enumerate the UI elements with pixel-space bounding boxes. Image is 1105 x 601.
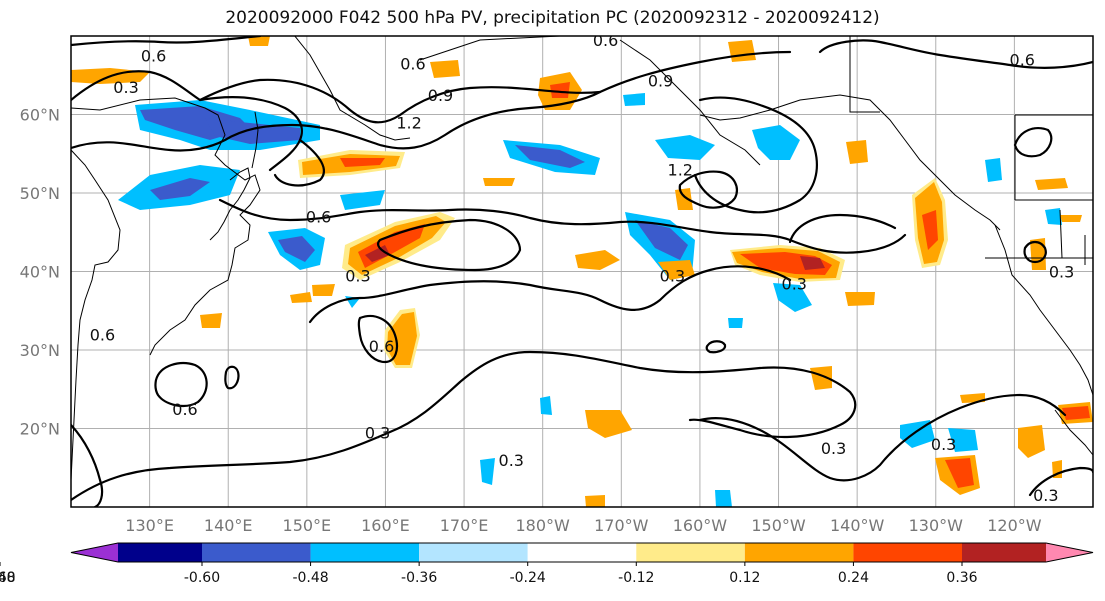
colorbar-tick-label: -0.48 bbox=[292, 570, 328, 586]
lat-tick-label: 50°N bbox=[20, 184, 60, 203]
plot-frame bbox=[70, 35, 1094, 508]
longitude-labels: 130°E 140°E 150°E 160°E 170°E 180°W 170°W 160°W… bbox=[125, 516, 1041, 535]
lon-tick-label: 160°E bbox=[361, 516, 410, 535]
lon-tick-label: 180°W bbox=[516, 516, 571, 535]
contour-label: 0.6 bbox=[1010, 51, 1035, 70]
colorbar-arrow-max bbox=[1046, 543, 1093, 562]
lon-tick-label: 150°W bbox=[751, 516, 806, 535]
colorbar-segment bbox=[419, 543, 528, 562]
colorbar-tick-label: -0.24 bbox=[510, 570, 546, 586]
contour-label: 0.3 bbox=[499, 451, 524, 470]
contour-label: 0.9 bbox=[428, 86, 453, 105]
lat-tick-label: 20°N bbox=[20, 420, 60, 439]
colorbar-segment bbox=[118, 543, 202, 562]
colorbar-tick-label: -0.60 bbox=[184, 570, 220, 586]
contour-label: 0.6 bbox=[369, 337, 394, 356]
shade-blob-warm-160e-32n bbox=[384, 308, 420, 368]
contour-label: 0.9 bbox=[648, 72, 673, 91]
shade-blob-warm-west-coast bbox=[912, 178, 948, 268]
contour-label: 0.3 bbox=[1049, 263, 1074, 282]
lat-tick-label: 30°N bbox=[20, 341, 60, 360]
colorbar-outline bbox=[70, 542, 1094, 563]
coastlines bbox=[71, 36, 1093, 481]
contour-label: 1.2 bbox=[396, 113, 421, 132]
contour-label: 0.6 bbox=[400, 54, 425, 73]
contour-label: 0.6 bbox=[593, 31, 618, 50]
colorbar-tick-label: -0.36 bbox=[401, 570, 437, 586]
lon-tick-label: 130°E bbox=[125, 516, 174, 535]
contour-label: 0.3 bbox=[345, 266, 370, 285]
lat-tick-label: 40°N bbox=[20, 263, 60, 282]
colorbar-segment bbox=[310, 543, 420, 562]
shade-blob-japan-east bbox=[268, 228, 325, 270]
lat-tick-label: 60°N bbox=[20, 106, 60, 125]
contour-label: 0.3 bbox=[782, 274, 807, 293]
map-title: 2020092000 F042 500 hPa PV, precipitatio… bbox=[225, 8, 880, 28]
colorbar-arrow-min bbox=[71, 543, 118, 562]
lon-tick-label: 130°W bbox=[909, 516, 964, 535]
shade-blob-warm-150w-40n bbox=[730, 245, 845, 282]
colorbar-segment bbox=[636, 543, 745, 562]
lon-tick-label: 170°W bbox=[594, 516, 649, 535]
contour-label: 1.2 bbox=[668, 160, 693, 179]
contour-label: 0.3 bbox=[1033, 486, 1058, 505]
precipitation-shading bbox=[71, 36, 1093, 507]
lat-lon-grid bbox=[71, 36, 1093, 507]
contour-label: 0.3 bbox=[660, 266, 685, 285]
shade-blob-aleutian bbox=[655, 125, 800, 160]
contour-label: 0.3 bbox=[931, 435, 956, 454]
colorbar-segment bbox=[744, 543, 854, 562]
shade-blob-north-pacific-north bbox=[503, 140, 600, 175]
shade-blob-warm-160e-40n bbox=[342, 212, 455, 280]
contour-label: 0.6 bbox=[90, 325, 115, 344]
contour-label: 0.6 bbox=[306, 208, 331, 227]
colorbar-segment bbox=[962, 543, 1046, 562]
contour-label: 0.3 bbox=[365, 423, 390, 442]
colorbar-segment bbox=[202, 543, 311, 562]
shade-blob-small-blue bbox=[340, 93, 1062, 507]
colorbar-tick-label: 0.24 bbox=[838, 570, 869, 586]
contour-label: 0.3 bbox=[821, 439, 846, 458]
contour-label: 0.3 bbox=[113, 78, 138, 97]
shade-blob-warm-small bbox=[200, 36, 1093, 507]
colorbar-tick-label: 0.36 bbox=[946, 570, 977, 586]
colorbar-tick-label: -0.12 bbox=[618, 570, 654, 586]
colorbar-tick-label: 0.60 bbox=[0, 570, 16, 586]
pv-contours bbox=[71, 36, 1093, 507]
colorbar-tick-label: 0.48 bbox=[0, 570, 16, 586]
lon-tick-label: 140°W bbox=[830, 516, 885, 535]
contour-label: 0.6 bbox=[172, 400, 197, 419]
lon-tick-label: 170°E bbox=[440, 516, 489, 535]
lon-tick-label: 160°W bbox=[673, 516, 728, 535]
colorbar-segment bbox=[527, 543, 637, 562]
lon-tick-label: 150°E bbox=[283, 516, 332, 535]
shade-blob-japan-north bbox=[118, 165, 240, 210]
lon-tick-label: 140°E bbox=[204, 516, 253, 535]
latitude-labels: 60°N 50°N 40°N 30°N 20°N bbox=[20, 106, 60, 439]
contour-label: 0.6 bbox=[141, 47, 166, 66]
lon-tick-label: 120°W bbox=[987, 516, 1042, 535]
political-borders bbox=[849, 36, 1093, 265]
colorbar: -0.60 -0.48 -0.36 -0.24 -0.12 0.12 0.24 0.36 0.4… bbox=[0, 542, 1094, 586]
colorbar-segment bbox=[853, 543, 962, 562]
contour-labels: 0.60.30.60.91.20.60.90.61.20.60.3 0.3 0.30… bbox=[90, 31, 1075, 505]
colorbar-tick-label: 0.12 bbox=[729, 570, 760, 586]
